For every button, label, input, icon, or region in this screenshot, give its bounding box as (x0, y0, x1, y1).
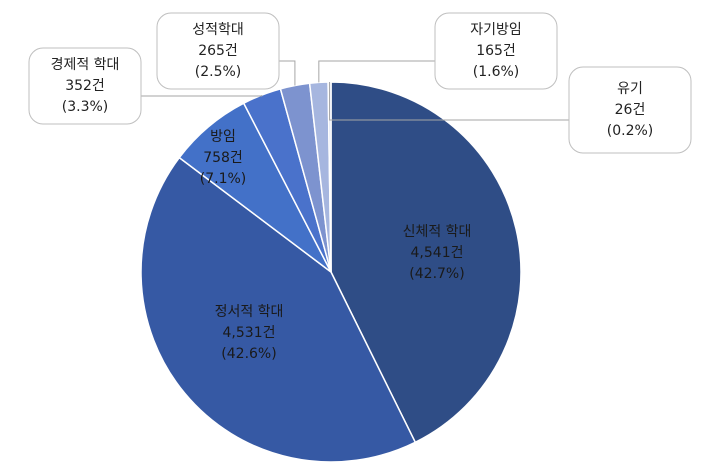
value-label: 26건 (615, 102, 646, 118)
pie-slice (330, 81, 522, 444)
category-label: 정서적 학대 (215, 304, 284, 320)
leader-line (279, 60, 296, 86)
label-box (568, 66, 692, 154)
leader-line (329, 82, 569, 121)
share-label: (3.3%) (62, 99, 109, 115)
share-label: (1.6%) (473, 64, 520, 80)
pie-slice (140, 156, 417, 463)
category-label: 신체적 학대 (403, 224, 472, 240)
label-box (434, 12, 558, 90)
category-label: 방임 (210, 129, 236, 145)
label-box (28, 47, 142, 125)
share-label: (2.5%) (195, 64, 242, 80)
share-label: (42.7%) (409, 266, 464, 282)
leader-line (318, 60, 435, 83)
value-label: 165건 (476, 43, 516, 59)
value-label: 352건 (65, 78, 105, 94)
share-label: (42.6%) (221, 346, 276, 362)
category-label: 자기방임 (470, 22, 522, 38)
share-label: (0.2%) (607, 123, 654, 139)
leader-line (141, 95, 263, 97)
category-label: 경제적 학대 (51, 57, 120, 73)
category-label: 성적학대 (192, 22, 244, 38)
value-label: 4,531건 (223, 325, 276, 341)
value-label: 265건 (198, 43, 238, 59)
category-label: 유기 (617, 81, 643, 97)
share-label: (7.1%) (200, 171, 247, 187)
value-label: 758건 (203, 150, 243, 166)
label-box (156, 12, 280, 90)
value-label: 4,541건 (411, 245, 464, 261)
